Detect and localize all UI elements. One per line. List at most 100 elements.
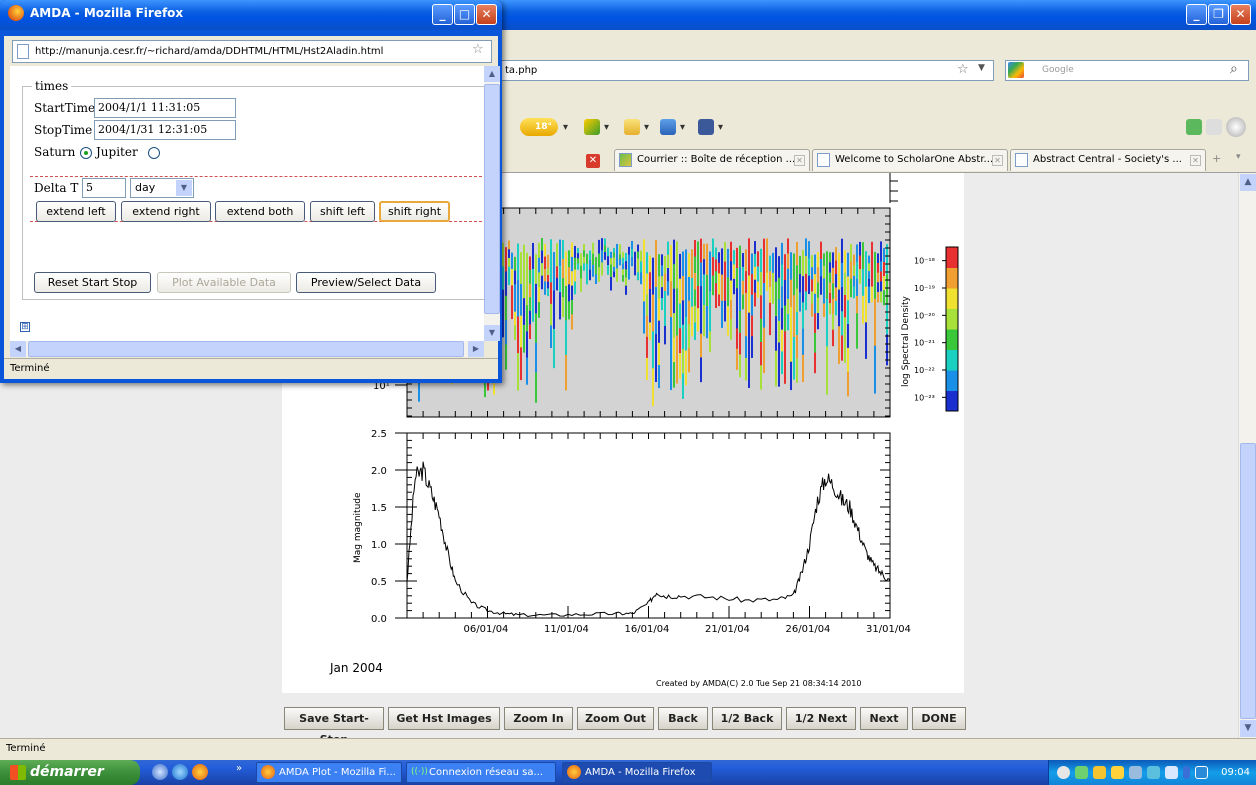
shield-icon[interactable]: [1093, 766, 1106, 779]
minimize-icon[interactable]: _: [1186, 4, 1207, 25]
minimize-icon[interactable]: _: [432, 4, 453, 25]
search-icon[interactable]: ⌕: [1230, 61, 1238, 77]
scroll-up-icon[interactable]: ▲: [484, 66, 500, 82]
facebook-icon[interactable]: [698, 119, 714, 135]
spectrogram-cell: [523, 324, 525, 353]
chevron-down-icon[interactable]: ▼: [978, 63, 985, 73]
bookmark-star-icon[interactable]: ☆: [472, 42, 484, 57]
desktop-icon[interactable]: [152, 764, 168, 780]
start-time-input[interactable]: 2004/1/1 11:31:05: [94, 98, 236, 118]
half-next-button[interactable]: 1/2 Next: [786, 707, 856, 730]
half-back-button[interactable]: 1/2 Back: [712, 707, 782, 730]
chevron-left-icon[interactable]: [1057, 766, 1070, 779]
shield-icon[interactable]: [660, 119, 676, 135]
saturn-radio[interactable]: [80, 147, 92, 159]
ie-icon[interactable]: [172, 764, 188, 780]
next-button[interactable]: Next: [860, 707, 908, 730]
back-button[interactable]: Back: [658, 707, 708, 730]
tab-scholarone[interactable]: Welcome to ScholarOne Abstr... ✕: [812, 149, 1008, 171]
tab-abstract-central[interactable]: Abstract Central - Society's ... ✕: [1010, 149, 1206, 171]
gear-icon[interactable]: [1226, 117, 1246, 137]
delta-unit-select[interactable]: day ▼: [130, 178, 194, 198]
start-button[interactable]: démarrer: [0, 760, 140, 785]
magnitude-panel[interactable]: 0.0 0.5 1.0 1.5 2.0 2.5 06/01/04 11/01/04 16/01/…: [353, 429, 911, 635]
shift-left-button[interactable]: shift left: [310, 201, 375, 222]
close-tab-icon[interactable]: ✕: [586, 154, 600, 168]
scroll-down-icon[interactable]: ▼: [484, 325, 500, 341]
spectrogram-cell: [508, 249, 510, 259]
chevron-right-icon[interactable]: »: [236, 763, 243, 774]
scroll-thumb[interactable]: [484, 84, 500, 314]
monitor-icon[interactable]: [1165, 766, 1178, 779]
stop-time-input[interactable]: 2004/1/31 12:31:05: [94, 120, 236, 140]
scroll-down-icon[interactable]: ▼: [1240, 720, 1256, 737]
scroll-right-icon[interactable]: ▶: [468, 341, 484, 357]
jupiter-radio[interactable]: [148, 147, 160, 159]
extend-left-button[interactable]: extend left: [36, 201, 116, 222]
spectrogram-cell: [580, 253, 582, 267]
zoom-in-button[interactable]: Zoom In: [504, 707, 573, 730]
google-icon[interactable]: [1008, 62, 1024, 78]
spectrogram-cell: [688, 324, 690, 349]
vm-icon[interactable]: [1195, 766, 1208, 779]
save-start-stop-button[interactable]: Save Start-Stop: [284, 707, 384, 746]
close-tab-icon[interactable]: ✕: [992, 155, 1003, 166]
close-tab-icon[interactable]: ✕: [794, 155, 805, 166]
weather-badge[interactable]: 18°: [520, 118, 558, 136]
firefox-icon[interactable]: [192, 764, 208, 780]
spectrogram-cell: [754, 266, 756, 281]
expand-icon[interactable]: ⊞: [20, 322, 30, 332]
popup-titlebar[interactable]: AMDA - Mozilla Firefox _ □ ✕: [0, 0, 502, 30]
battery-icon[interactable]: [1183, 766, 1190, 779]
close-icon[interactable]: ✕: [1230, 4, 1251, 25]
scroll-thumb[interactable]: [28, 341, 464, 357]
chevron-down-icon[interactable]: ▾: [718, 122, 724, 133]
paint-icon[interactable]: [584, 119, 600, 135]
scroll-thumb[interactable]: [1240, 443, 1256, 719]
tab-list-icon[interactable]: ▾: [1236, 152, 1241, 162]
plus-icon[interactable]: [1186, 119, 1202, 135]
popup-url-bar[interactable]: http://manunja.cesr.fr/~richard/amda/DDH…: [12, 40, 492, 63]
search-input[interactable]: Google: [1005, 60, 1249, 81]
spectrogram-cell: [766, 272, 768, 291]
chevron-down-icon[interactable]: ▾: [563, 122, 569, 133]
ebay-icon[interactable]: [624, 119, 640, 135]
volume-icon[interactable]: [1129, 766, 1142, 779]
network-icon[interactable]: [1075, 766, 1088, 779]
restore-icon[interactable]: ❐: [1208, 4, 1229, 25]
security-icon[interactable]: [1111, 766, 1124, 779]
preview-select-data-button[interactable]: Preview/Select Data: [296, 272, 436, 293]
spectrogram-cell: [775, 350, 777, 387]
close-icon[interactable]: ✕: [476, 4, 497, 25]
extend-right-button[interactable]: extend right: [121, 201, 211, 222]
tab-new-button[interactable]: +: [1212, 152, 1222, 165]
taskbar-item-amda-plot[interactable]: AMDA Plot - Mozilla Fi...: [256, 762, 402, 783]
maximize-icon[interactable]: □: [454, 4, 475, 25]
display-icon[interactable]: [1147, 766, 1160, 779]
chevron-down-icon[interactable]: ▾: [604, 122, 610, 133]
bookmark-star-icon[interactable]: ☆: [957, 62, 969, 77]
spectrogram-cell: [760, 272, 762, 297]
taskbar-item-amda[interactable]: AMDA - Mozilla Firefox: [562, 762, 712, 783]
popup-vertical-scrollbar[interactable]: ▲ ▼: [484, 66, 500, 341]
chevron-down-icon[interactable]: ▾: [680, 122, 686, 133]
scroll-left-icon[interactable]: ◀: [10, 341, 26, 357]
delta-t-input[interactable]: 5: [82, 178, 126, 198]
taskbar-item-network[interactable]: ((·)) Connexion réseau sa...: [406, 762, 556, 783]
zoom-out-button[interactable]: Zoom Out: [577, 707, 654, 730]
shift-right-button[interactable]: shift right: [379, 201, 450, 222]
extend-both-button[interactable]: extend both: [215, 201, 305, 222]
popup-horizontal-scrollbar[interactable]: ◀ ▶: [10, 341, 484, 357]
close-tab-icon[interactable]: ✕: [1190, 155, 1201, 166]
spectrogram-cell: [739, 354, 741, 378]
scroll-up-icon[interactable]: ▲: [1240, 174, 1256, 191]
get-hst-images-button[interactable]: Get Hst Images: [388, 707, 500, 730]
main-url-bar[interactable]: ta.php: [484, 60, 994, 81]
chevron-down-icon[interactable]: ▾: [644, 122, 650, 133]
chevron-left-icon[interactable]: [1206, 119, 1222, 135]
main-vertical-scrollbar[interactable]: ▲ ▼: [1238, 173, 1256, 738]
done-button[interactable]: DONE: [912, 707, 966, 730]
tab-courrier[interactable]: Courrier :: Boîte de réception ... ✕: [614, 149, 810, 171]
reset-start-stop-button[interactable]: Reset Start Stop: [34, 272, 151, 293]
spectrogram-cell: [688, 253, 690, 279]
